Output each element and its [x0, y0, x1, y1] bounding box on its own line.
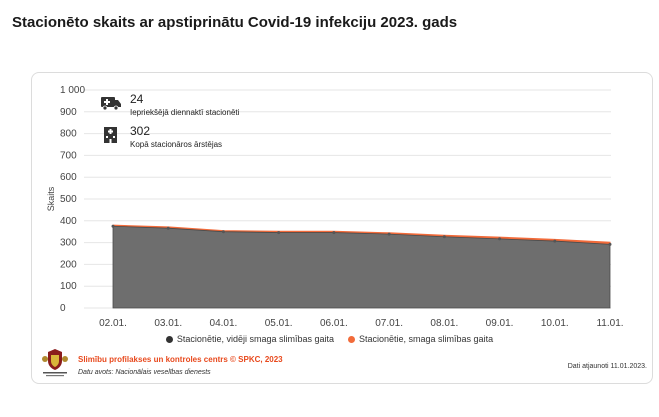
hospital-icon: [104, 127, 117, 143]
chart-legend: Stacionētie, vidēji smaga slimības gaita…: [0, 334, 659, 344]
ambulance-icon: [101, 97, 121, 111]
legend-item-moderate[interactable]: Stacionētie, vidēji smaga slimības gaita: [165, 334, 334, 344]
stat-admitted-value: 24: [130, 92, 144, 106]
stat-total-label: Kopā stacionāros ārstējas: [130, 140, 223, 149]
y-tick-label: 700: [60, 150, 77, 161]
legend-dot-severe: [348, 335, 355, 343]
data-point-moderate: [553, 239, 557, 243]
data-point-moderate: [111, 224, 115, 228]
y-tick-label: 800: [60, 129, 77, 140]
y-tick-label: 300: [60, 238, 77, 249]
y-tick-label: 200: [60, 259, 77, 270]
y-tick-label: 900: [60, 107, 77, 118]
x-tick-label: 03.01.: [154, 318, 182, 329]
x-tick-label: 06.01.: [320, 318, 348, 329]
page-title: Stacionēto skaits ar apstiprinātu Covid-…: [12, 14, 458, 31]
y-tick-label: 500: [60, 194, 77, 205]
x-tick-label: 11.01.: [596, 318, 623, 329]
data-point-moderate: [277, 231, 281, 235]
x-tick-label: 04.01.: [210, 318, 238, 329]
y-tick-label: 400: [60, 216, 77, 227]
footer-updated: Dati atjaunoti 11.01.2023.: [567, 363, 647, 370]
area-chart: 0 100 200 300 400 500 600 700 800 900 1 000 Skaits 0…: [46, 85, 624, 329]
data-point-moderate: [221, 230, 225, 234]
data-point-moderate: [498, 237, 502, 241]
x-tick-label: 02.01.: [99, 318, 127, 329]
y-tick-label: 100: [60, 281, 77, 292]
stat-total: 302 Kopā stacionāros ārstējas: [100, 124, 222, 150]
x-tick-label: 09.01.: [486, 318, 514, 329]
footer-org: Slimību profilakses un kontroles centrs …: [78, 355, 283, 364]
stat-admitted-label: Iepriekšējā diennaktī stacionēti: [130, 108, 240, 117]
legend-label-severe: Stacionētie, smaga slimības gaita: [359, 334, 494, 344]
legend-dot-moderate: [165, 335, 173, 343]
spkc-logo: [42, 349, 68, 377]
x-tick-label: 05.01.: [265, 318, 293, 329]
data-point-moderate: [608, 242, 612, 246]
y-axis-label: Skaits: [46, 186, 56, 211]
data-point-moderate: [442, 235, 446, 239]
footer-source: Datu avots: Nacionālais veselības dienes…: [78, 369, 211, 376]
x-tick-label: 10.01.: [541, 318, 569, 329]
data-point-moderate: [166, 226, 170, 230]
data-point-moderate: [387, 232, 391, 236]
x-tick-label: 07.01.: [375, 318, 403, 329]
stat-total-value: 302: [130, 124, 151, 138]
stat-admitted: 24 Iepriekšējā diennaktī stacionēti: [100, 92, 239, 118]
data-point-moderate: [332, 231, 336, 235]
legend-label-moderate: Stacionētie, vidēji smaga slimības gaita: [176, 334, 334, 344]
x-tick-label: 08.01.: [430, 318, 458, 329]
legend-item-severe[interactable]: Stacionētie, smaga slimības gaita: [348, 334, 493, 344]
y-tick-label: 1 000: [60, 85, 85, 96]
y-tick-label: 600: [60, 172, 77, 183]
y-tick-label: 0: [60, 303, 66, 314]
